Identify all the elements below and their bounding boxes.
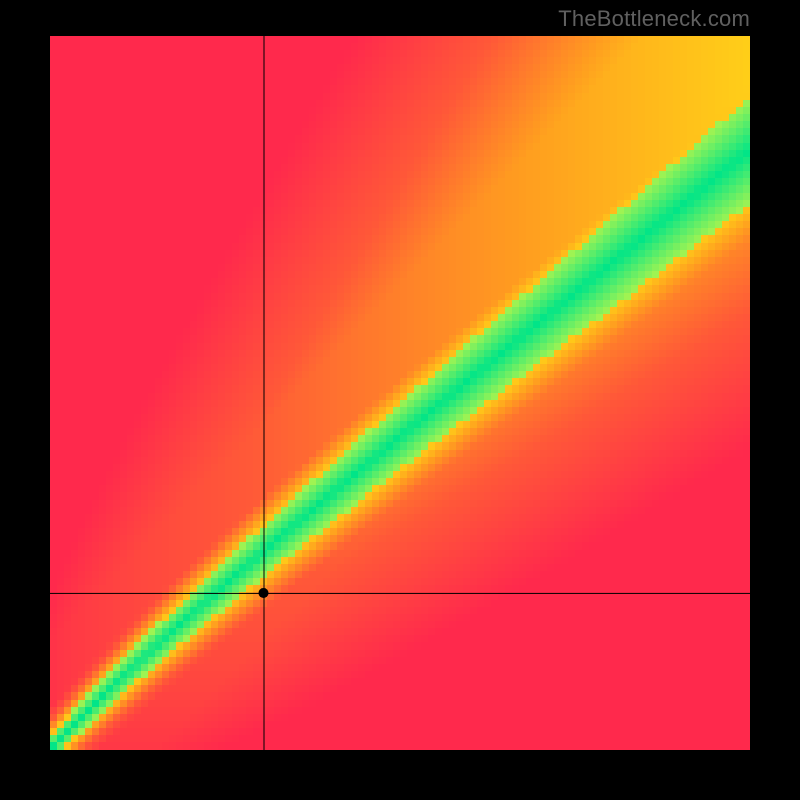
bottleneck-heatmap xyxy=(50,36,750,750)
heatmap-canvas xyxy=(50,36,750,750)
watermark-text: TheBottleneck.com xyxy=(558,6,750,32)
